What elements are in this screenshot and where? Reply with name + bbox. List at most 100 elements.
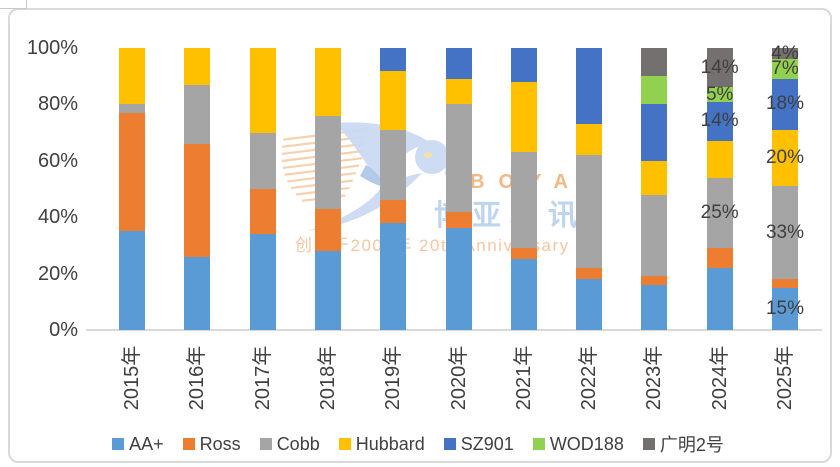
legend-item-wod188[interactable]: WOD188 <box>532 434 624 455</box>
segment-hubbard[interactable] <box>772 129 798 187</box>
segment-cobb[interactable] <box>706 177 733 249</box>
data-label-cobb: 33% <box>765 221 805 243</box>
segment-ross[interactable] <box>445 211 472 229</box>
segment-hubbard[interactable] <box>641 160 668 195</box>
x-axis-tick-label: 2019年 <box>382 345 405 411</box>
segment-cobb[interactable] <box>510 152 537 249</box>
bar-2022年[interactable] <box>576 48 603 330</box>
segment-sz901[interactable] <box>641 104 668 161</box>
segment-wod188[interactable] <box>641 76 668 105</box>
segment-guangming-2hao[interactable] <box>706 48 733 88</box>
bar-2024年[interactable] <box>706 48 733 330</box>
x-axis-tick-label: 2020年 <box>447 345 470 411</box>
bar-2023年[interactable] <box>641 48 668 330</box>
y-axis-tick-label: 60% <box>37 149 78 172</box>
segment-aa-plus[interactable] <box>576 279 603 330</box>
legend-item-sz901[interactable]: SZ901 <box>443 434 514 455</box>
segment-hubbard[interactable] <box>314 48 341 116</box>
data-label-cobb: 25% <box>700 201 739 223</box>
segment-hubbard[interactable] <box>445 79 472 105</box>
segment-ross[interactable] <box>641 276 668 285</box>
segment-guangming-2hao[interactable] <box>772 48 798 60</box>
segment-aa-plus[interactable] <box>772 287 798 330</box>
bar-2021年[interactable] <box>510 48 537 330</box>
segment-sz901[interactable] <box>706 101 733 142</box>
segment-aa-plus[interactable] <box>314 251 341 330</box>
segment-sz901[interactable] <box>772 79 798 130</box>
segment-cobb[interactable] <box>314 115 341 209</box>
chart-frame[interactable] <box>8 8 832 463</box>
segment-wod188[interactable] <box>772 59 798 79</box>
segment-aa-plus[interactable] <box>641 284 668 330</box>
legend-item-ross[interactable]: Ross <box>182 433 241 455</box>
bar-2018年[interactable] <box>314 48 341 330</box>
segment-ross[interactable] <box>380 200 407 223</box>
x-axis-tick-label: 2016年 <box>186 345 209 411</box>
segment-cobb[interactable] <box>445 104 472 212</box>
legend-item-guangming-2hao[interactable]: 广明2号 <box>642 431 724 457</box>
segment-sz901[interactable] <box>445 48 472 80</box>
segment-cobb[interactable] <box>772 186 798 280</box>
bar-2025年[interactable] <box>772 48 798 330</box>
segment-ross[interactable] <box>249 188 276 235</box>
legend-item-cobb[interactable]: Cobb <box>259 433 320 455</box>
legend-swatch-sz901 <box>443 438 456 450</box>
segment-guangming-2hao[interactable] <box>641 48 668 77</box>
segment-sz901[interactable] <box>510 48 537 82</box>
data-label-sz901: 18% <box>765 93 805 115</box>
segment-hubbard[interactable] <box>706 141 733 178</box>
segment-aa-plus[interactable] <box>249 234 276 330</box>
segment-aa-plus[interactable] <box>184 256 211 330</box>
x-axis-tick-label: 2018年 <box>316 345 339 411</box>
segment-hubbard[interactable] <box>510 81 537 153</box>
legend-label: Ross <box>199 433 241 454</box>
y-axis-tick-label: 40% <box>37 206 78 229</box>
segment-hubbard[interactable] <box>249 48 276 133</box>
bar-2015年[interactable] <box>119 48 145 330</box>
segment-cobb[interactable] <box>576 155 603 268</box>
segment-ross[interactable] <box>184 143 211 257</box>
segment-ross[interactable] <box>510 248 537 260</box>
bar-2020年[interactable] <box>445 48 472 330</box>
segment-ross[interactable] <box>772 279 798 288</box>
segment-ross[interactable] <box>706 248 733 268</box>
segment-wod188[interactable] <box>706 87 733 102</box>
bar-2017年[interactable] <box>249 48 276 330</box>
segment-ross[interactable] <box>119 112 145 232</box>
segment-cobb[interactable] <box>119 104 145 113</box>
bar-2016年[interactable] <box>184 48 211 330</box>
segment-aa-plus[interactable] <box>706 267 733 330</box>
x-axis-tick-label: 2015年 <box>121 345 143 411</box>
segment-aa-plus[interactable] <box>510 259 537 330</box>
data-label-wod188: 5% <box>705 83 734 105</box>
segment-hubbard[interactable] <box>119 48 145 105</box>
segment-ross[interactable] <box>576 267 603 280</box>
bar-2019年[interactable] <box>380 48 407 330</box>
x-axis-tick-label: 2022年 <box>578 345 601 411</box>
segment-sz901[interactable] <box>576 48 603 125</box>
legend-item-hubbard[interactable]: Hubbard <box>338 434 425 455</box>
y-axis-tick-label: 100% <box>26 37 78 59</box>
segment-sz901[interactable] <box>380 48 407 71</box>
segment-cobb[interactable] <box>380 129 407 201</box>
data-label-hubbard: 20% <box>765 146 805 168</box>
x-axis-tick-label: 2025年 <box>774 345 796 411</box>
segment-cobb[interactable] <box>641 194 668 277</box>
legend-swatch-ross <box>182 438 195 450</box>
segment-hubbard[interactable] <box>576 124 603 156</box>
segment-cobb[interactable] <box>184 84 211 144</box>
data-label-guangming-2hao: 4% <box>771 42 799 64</box>
data-label-guangming-2hao: 14% <box>700 56 739 78</box>
corner-notch <box>0 0 27 9</box>
legend-swatch-guangming-2hao <box>642 438 655 450</box>
segment-hubbard[interactable] <box>184 48 211 85</box>
segment-cobb[interactable] <box>249 132 276 189</box>
segment-aa-plus[interactable] <box>445 228 472 330</box>
legend-item-aa-plus[interactable]: AA+ <box>112 434 164 455</box>
segment-aa-plus[interactable] <box>380 222 407 330</box>
legend-label: Cobb <box>276 433 320 454</box>
segment-aa-plus[interactable] <box>119 231 145 330</box>
segment-hubbard[interactable] <box>380 70 407 130</box>
segment-ross[interactable] <box>314 208 341 252</box>
